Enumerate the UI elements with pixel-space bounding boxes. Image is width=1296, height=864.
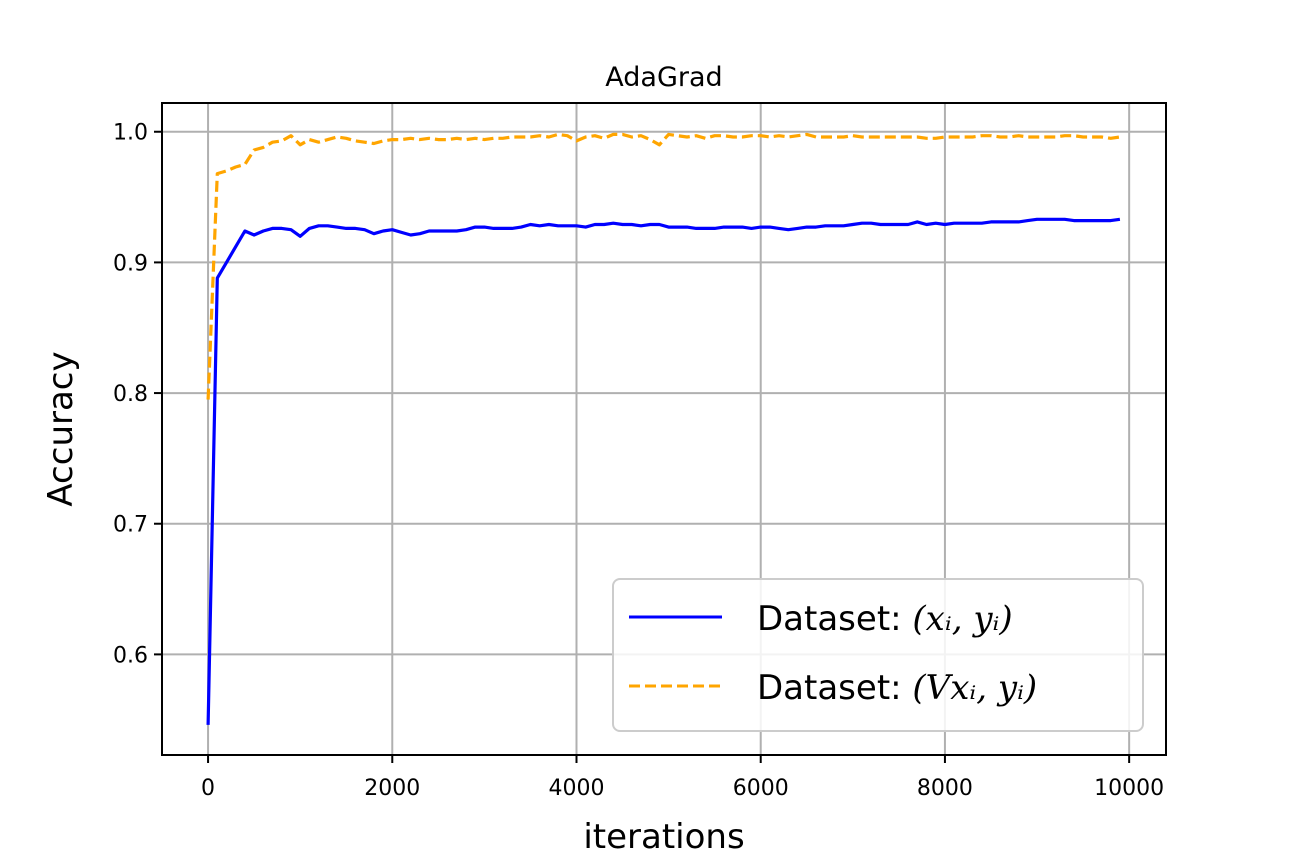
y-ticks: 0.6 0.7 0.8 0.9 1.0 [113, 121, 162, 668]
x-tick-label: 2000 [364, 776, 420, 801]
legend-box [612, 578, 1144, 732]
x-axis-label: iterations [583, 817, 744, 857]
grid [162, 103, 1166, 755]
y-tick-label: 1.0 [113, 121, 148, 146]
y-axis-label: Accuracy [41, 351, 81, 506]
y-tick-label: 0.6 [113, 643, 148, 668]
x-tick-label: 10000 [1094, 776, 1164, 801]
legend: Dataset: (xᵢ, yᵢ) Dataset: (Vxᵢ, yᵢ) [612, 578, 1144, 732]
legend-label-series-2: Dataset: (Vxᵢ, yᵢ) [757, 668, 1037, 708]
series-line-1 [206, 217, 1121, 725]
x-tick-label: 4000 [548, 776, 604, 801]
plot-lines [206, 132, 1121, 725]
chart-title: AdaGrad [605, 62, 722, 93]
x-tick-label: 8000 [917, 776, 973, 801]
y-tick-label: 0.7 [113, 513, 148, 538]
x-tick-label: 6000 [733, 776, 789, 801]
y-tick-label: 0.9 [113, 251, 148, 276]
x-tick-label: 0 [201, 776, 215, 801]
legend-label-series-1: Dataset: (xᵢ, yᵢ) [757, 599, 1013, 639]
plot-frame [161, 102, 1167, 756]
y-tick-label: 0.8 [113, 382, 148, 407]
x-ticks: 0 2000 4000 6000 8000 10000 [201, 755, 1164, 801]
series-line-2 [206, 132, 1121, 400]
